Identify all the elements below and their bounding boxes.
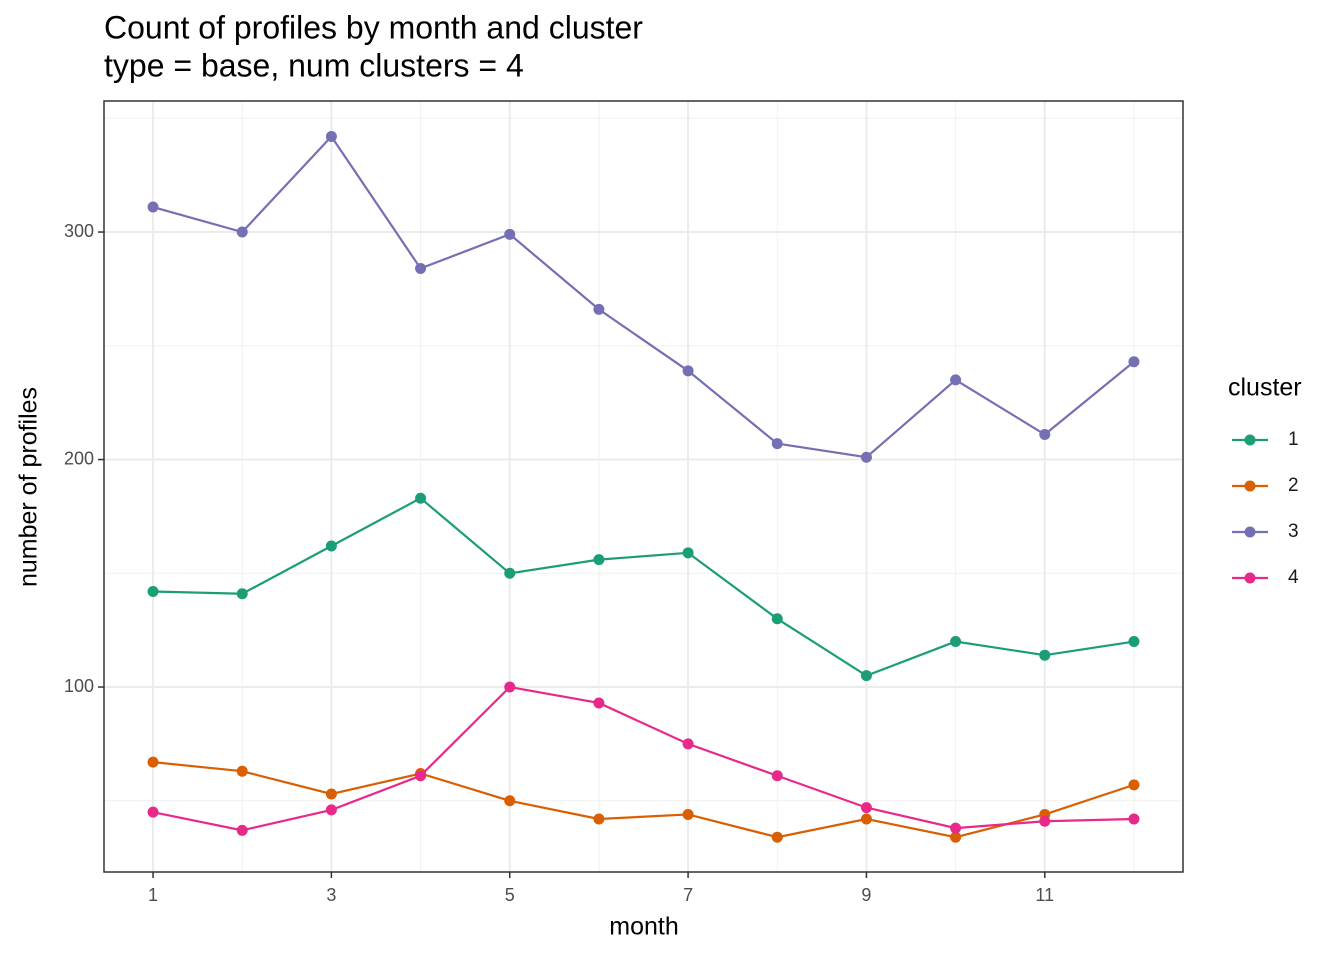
- point: [1039, 429, 1051, 441]
- point: [593, 697, 605, 709]
- point: [860, 670, 872, 682]
- point: [1128, 813, 1140, 825]
- point: [1128, 636, 1140, 648]
- x-tick-label: 3: [326, 885, 336, 905]
- point: [415, 770, 427, 782]
- point: [236, 765, 248, 777]
- point: [325, 804, 337, 816]
- point: [504, 681, 516, 693]
- y-tick-label: 300: [64, 221, 94, 241]
- point: [325, 130, 337, 142]
- series-line: [152, 761, 1135, 839]
- y-tick-label: 100: [64, 676, 94, 696]
- legend-label: 2: [1288, 475, 1299, 496]
- point: [504, 567, 516, 579]
- point: [1128, 356, 1140, 368]
- point: [771, 613, 783, 625]
- legend-point: [1244, 434, 1256, 446]
- legend-point: [1244, 480, 1256, 492]
- point: [147, 806, 159, 818]
- point: [950, 831, 962, 843]
- point: [415, 262, 427, 274]
- legend-point: [1244, 572, 1256, 584]
- point: [147, 201, 159, 213]
- point: [950, 374, 962, 386]
- point: [950, 822, 962, 834]
- point: [1039, 815, 1051, 827]
- point: [504, 795, 516, 807]
- x-tick-label: 9: [861, 885, 871, 905]
- point: [593, 813, 605, 825]
- point: [236, 226, 248, 238]
- legend-label: 3: [1288, 521, 1299, 542]
- point: [325, 788, 337, 800]
- chart-title: Count of profiles by month and cluster: [104, 9, 643, 45]
- point: [147, 585, 159, 597]
- point: [147, 756, 159, 768]
- point: [682, 365, 694, 377]
- y-tick-label: 200: [64, 448, 94, 468]
- point: [950, 636, 962, 648]
- point: [325, 540, 337, 552]
- point: [415, 492, 427, 504]
- point: [860, 802, 872, 814]
- point: [771, 770, 783, 782]
- point: [771, 438, 783, 450]
- y-axis-title: number of profiles: [15, 387, 43, 587]
- point: [236, 824, 248, 836]
- point: [593, 554, 605, 566]
- series-line: [152, 685, 1134, 832]
- point: [682, 738, 694, 750]
- series-line: [153, 496, 1135, 677]
- legend-title: cluster: [1228, 374, 1302, 402]
- point: [593, 303, 605, 315]
- point: [1128, 779, 1140, 791]
- x-axis-title: month: [609, 913, 678, 941]
- point: [771, 831, 783, 843]
- point: [236, 588, 248, 600]
- x-tick-label: 11: [1035, 885, 1054, 905]
- legend-label: 4: [1288, 567, 1299, 588]
- x-tick-label: 5: [505, 885, 515, 905]
- series-line: [152, 134, 1135, 459]
- legend-label: 1: [1288, 429, 1299, 450]
- point: [860, 813, 872, 825]
- x-tick-label: 1: [148, 885, 158, 905]
- point: [860, 451, 872, 463]
- chart-subtitle: type = base, num clusters = 4: [104, 47, 524, 83]
- plot-border: [103, 100, 1184, 873]
- point: [682, 547, 694, 559]
- point: [504, 228, 516, 240]
- legend-point: [1244, 526, 1256, 538]
- point: [682, 808, 694, 820]
- x-tick-label: 7: [683, 885, 693, 905]
- point: [1039, 649, 1051, 661]
